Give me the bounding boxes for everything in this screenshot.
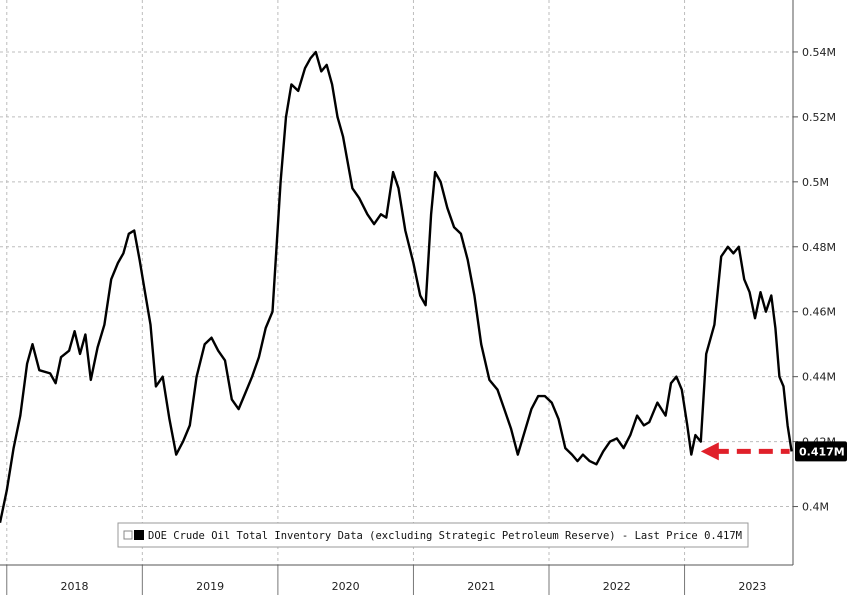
y-tick-label: 0.44M xyxy=(802,371,836,384)
gridlines xyxy=(0,0,793,565)
legend-swatch-outline-icon xyxy=(123,530,133,540)
legend-swatch-icon xyxy=(134,530,144,540)
x-axis-year-separators xyxy=(6,565,686,595)
last-value-label-background xyxy=(795,441,847,462)
y-tick-label: 0.5M xyxy=(802,176,829,189)
y-tick-label: 0.54M xyxy=(802,46,836,59)
x-tick-label: 2022 xyxy=(603,580,631,593)
y-tick-label: 0.4M xyxy=(802,501,829,514)
legend-text: DOE Crude Oil Total Inventory Data (excl… xyxy=(148,529,742,542)
last-price-arrow xyxy=(700,442,790,461)
arrow-head-icon xyxy=(700,442,719,461)
last-value-label-text: 0.417M xyxy=(799,445,845,458)
x-axis-tick-labels: 2018 2019 2020 2021 2022 2023 xyxy=(61,580,767,593)
x-tick-label: 2020 xyxy=(332,580,360,593)
y-tick-label: 0.48M xyxy=(802,241,836,254)
y-tick-label: 0.52M xyxy=(802,111,836,124)
x-tick-label: 2018 xyxy=(61,580,89,593)
last-value-label: 0.417M xyxy=(795,441,847,462)
x-tick-label: 2023 xyxy=(738,580,766,593)
legend: DOE Crude Oil Total Inventory Data (excl… xyxy=(117,522,749,548)
series-line-inventory xyxy=(0,50,793,524)
x-tick-label: 2021 xyxy=(467,580,495,593)
x-tick-label: 2019 xyxy=(196,580,224,593)
y-axis-tick-marks xyxy=(793,51,798,508)
y-tick-label: 0.46M xyxy=(802,306,836,319)
legend-box xyxy=(117,522,749,548)
